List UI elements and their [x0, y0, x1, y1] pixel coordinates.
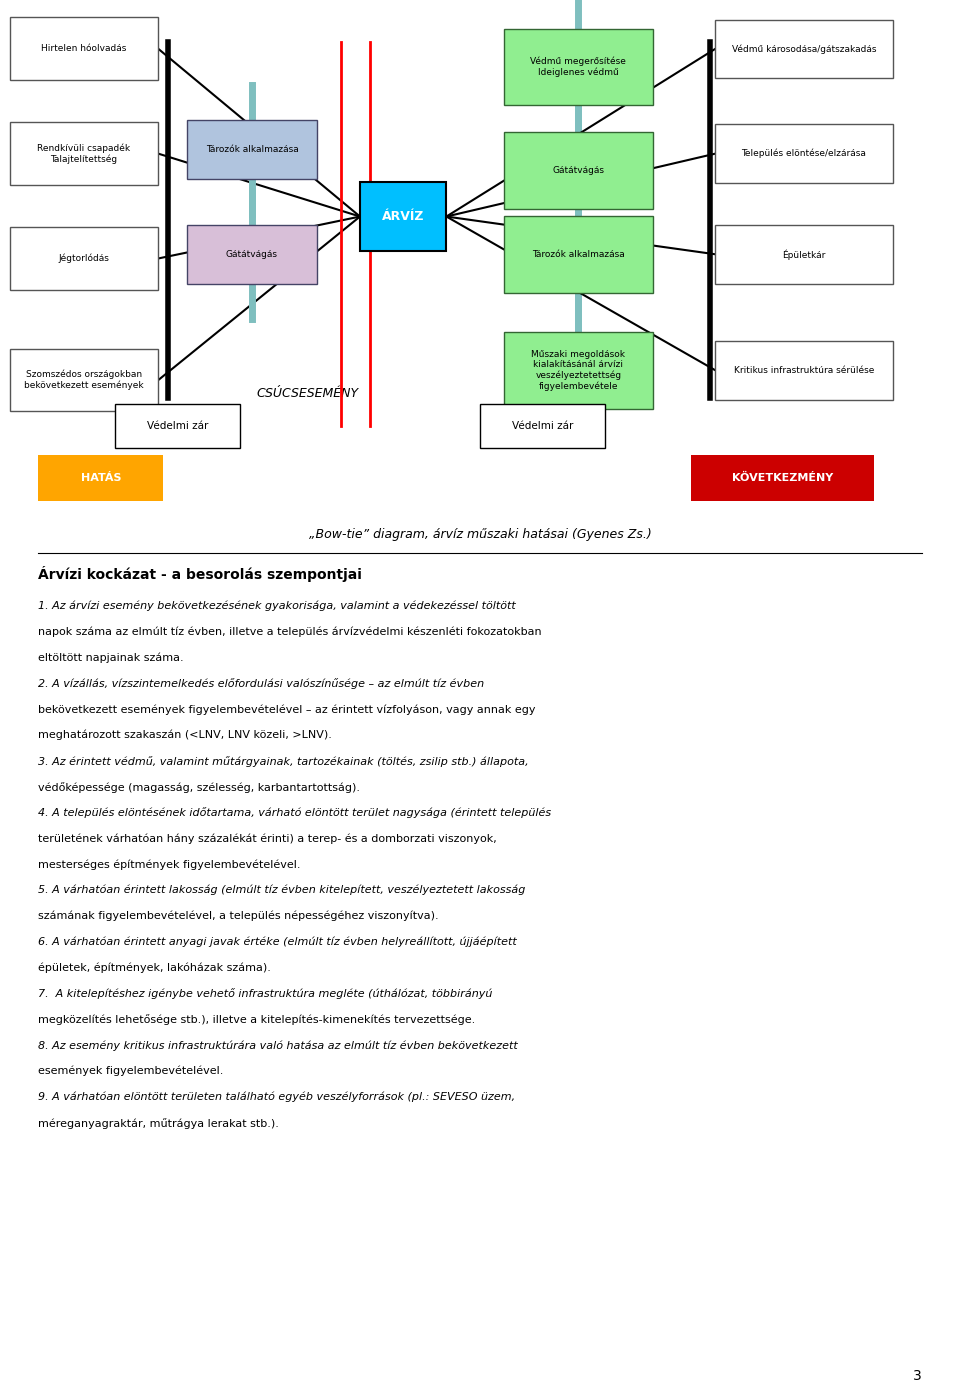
Text: Jégtorlódás: Jégtorlódás: [59, 254, 109, 263]
FancyBboxPatch shape: [715, 124, 893, 183]
Text: Árvízi kockázat - a besorolás szempontjai: Árvízi kockázat - a besorolás szempontja…: [38, 566, 362, 581]
Text: számának figyelembevételével, a település népességéhez viszonyítva).: számának figyelembevételével, a települé…: [38, 911, 439, 922]
FancyBboxPatch shape: [38, 454, 163, 502]
Text: 4. A település elöntésének időtartama, várható elöntött terület nagysága (érinte: 4. A település elöntésének időtartama, v…: [38, 807, 552, 819]
FancyBboxPatch shape: [504, 215, 653, 293]
Text: Védmű károsodása/gátszakadás: Védmű károsodása/gátszakadás: [732, 45, 876, 53]
FancyBboxPatch shape: [360, 182, 446, 251]
FancyBboxPatch shape: [10, 17, 158, 81]
Text: 9. A várhatóan elöntött területen található egyéb veszélyforrások (pl.: SEVESO ü: 9. A várhatóan elöntött területen találh…: [38, 1092, 516, 1102]
Text: területének várhatóan hány százalékát érinti) a terep- és a domborzati viszonyok: területének várhatóan hány százalékát ér…: [38, 833, 497, 844]
FancyBboxPatch shape: [715, 341, 893, 400]
Text: Hirtelen hóolvadás: Hirtelen hóolvadás: [41, 45, 127, 53]
Text: 1. Az árvízi esemény bekövetkezésének gyakorisága, valamint a védekezéssel töltö: 1. Az árvízi esemény bekövetkezésének gy…: [38, 601, 516, 612]
Text: Gátátvágás: Gátátvágás: [226, 250, 278, 258]
Text: megközelítés lehetősége stb.), illetve a kitelepítés-kimenekítés tervezettsége.: megközelítés lehetősége stb.), illetve a…: [38, 1014, 475, 1025]
Text: bekövetkezett események figyelembevételével – az érintett vízfolyáson, vagy anna: bekövetkezett események figyelembevételé…: [38, 704, 536, 715]
Text: HATÁS: HATÁS: [81, 472, 121, 483]
Text: 5. A várhatóan érintett lakosság (elmúlt tíz évben kitelepített, veszélyeztetett: 5. A várhatóan érintett lakosság (elmúlt…: [38, 886, 526, 895]
Text: 6. A várhatóan érintett anyagi javak értéke (elmúlt tíz évben helyreállított, új: 6. A várhatóan érintett anyagi javak ért…: [38, 937, 517, 947]
Text: napok száma az elmúlt tíz évben, illetve a település árvízvédelmi készenléti fok: napok száma az elmúlt tíz évben, illetve…: [38, 626, 542, 637]
Text: 3. Az érintett védmű, valamint műtárgyainak, tartozékainak (töltés, zsilip stb.): 3. Az érintett védmű, valamint műtárgyai…: [38, 756, 529, 767]
Text: Település elöntése/elzárása: Település elöntése/elzárása: [741, 149, 867, 158]
FancyBboxPatch shape: [504, 29, 653, 106]
FancyBboxPatch shape: [187, 225, 317, 284]
Text: Tározók alkalmazása: Tározók alkalmazása: [205, 145, 299, 154]
Text: Műszaki megoldások
kialakításánál árvízi
veszélyeztetettség
figyelembevétele: Műszaki megoldások kialakításánál árvízi…: [532, 349, 625, 391]
Text: 8. Az esemény kritikus infrastruktúrára való hatása az elmúlt tíz évben bekövetk: 8. Az esemény kritikus infrastruktúrára …: [38, 1039, 518, 1051]
Text: események figyelembevételével.: események figyelembevételével.: [38, 1066, 224, 1077]
FancyBboxPatch shape: [691, 454, 874, 502]
Text: eltöltött napjainak száma.: eltöltött napjainak száma.: [38, 652, 184, 664]
FancyBboxPatch shape: [504, 133, 653, 210]
Text: Tározók alkalmazása: Tározók alkalmazása: [532, 250, 625, 258]
Text: Kritikus infrastruktúra sérülése: Kritikus infrastruktúra sérülése: [733, 366, 875, 374]
Text: mesterséges építmények figyelembevételével.: mesterséges építmények figyelembevételév…: [38, 859, 300, 870]
Text: 3: 3: [913, 1369, 922, 1383]
Text: Védelmi zár: Védelmi zár: [147, 420, 208, 432]
Text: Szomszédos országokban
bekövetkezett események: Szomszédos országokban bekövetkezett ese…: [24, 370, 144, 390]
FancyBboxPatch shape: [715, 225, 893, 284]
Text: CSÚCSESEMÉNY: CSÚCSESEMÉNY: [256, 387, 358, 401]
Text: Védmű megerősítése
Ideiglenes védmű: Védmű megerősítése Ideiglenes védmű: [531, 57, 626, 77]
Text: védőképessége (magasság, szélesség, karbantartottság).: védőképessége (magasság, szélesség, karb…: [38, 782, 360, 792]
Text: Épületkár: Épületkár: [782, 249, 826, 260]
FancyBboxPatch shape: [504, 331, 653, 408]
Text: 7.  A kitelepítéshez igénybe vehető infrastruktúra megléte (úthálózat, többirány: 7. A kitelepítéshez igénybe vehető infra…: [38, 989, 492, 999]
Text: „Bow-tie” diagram, árvíz műszaki hatásai (Gyenes Zs.): „Bow-tie” diagram, árvíz műszaki hatásai…: [308, 528, 652, 541]
Text: Védelmi zár: Védelmi zár: [512, 420, 573, 432]
Text: ÁRVÍZ: ÁRVÍZ: [382, 210, 424, 224]
Text: KÖVETKEZMÉNY: KÖVETKEZMÉNY: [732, 472, 833, 483]
FancyBboxPatch shape: [115, 404, 240, 448]
FancyBboxPatch shape: [480, 404, 605, 448]
FancyBboxPatch shape: [10, 349, 158, 411]
FancyBboxPatch shape: [10, 123, 158, 186]
FancyBboxPatch shape: [10, 228, 158, 291]
Text: méreganyagraktár, műtrágya lerakat stb.).: méreganyagraktár, műtrágya lerakat stb.)…: [38, 1118, 279, 1129]
Text: épületek, építmények, lakóházak száma).: épületek, építmények, lakóházak száma).: [38, 963, 272, 974]
FancyBboxPatch shape: [187, 120, 317, 179]
Text: meghatározott szakaszán (<LNV, LNV közeli, >LNV).: meghatározott szakaszán (<LNV, LNV közel…: [38, 731, 332, 740]
Text: Rendkívüli csapadék
Talajtelítettség: Rendkívüli csapadék Talajtelítettség: [37, 144, 131, 163]
Text: Gátátvágás: Gátátvágás: [552, 166, 605, 175]
Text: 2. A vízállás, vízszintemelkedés előfordulási valószínűsége – az elmúlt tíz évbe: 2. A vízállás, vízszintemelkedés előford…: [38, 679, 485, 689]
FancyBboxPatch shape: [715, 20, 893, 78]
